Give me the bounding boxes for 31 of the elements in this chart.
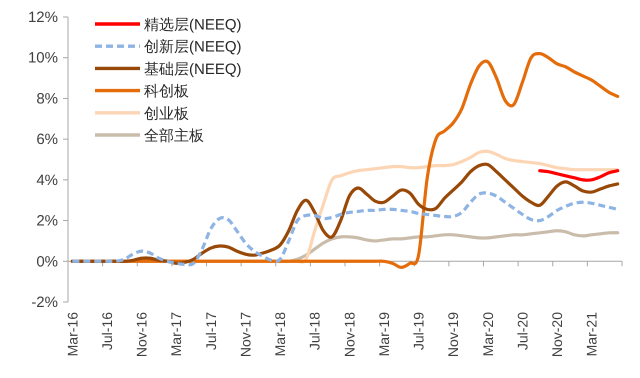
legend-label: 科创板	[144, 83, 189, 100]
x-tick-label: Mar-21	[584, 312, 600, 356]
x-tick-label: Mar-17	[168, 312, 184, 356]
legend-label: 基础层(NEEQ)	[144, 60, 242, 78]
line-series	[538, 169, 620, 182]
x-tick-label: Nov-17	[237, 312, 254, 358]
y-tick-label: -2%	[31, 294, 58, 311]
legend-label: 创新层(NEEQ)	[144, 38, 242, 56]
x-tick-label: Nov-16	[134, 312, 150, 358]
x-tick-label: Nov-20	[549, 312, 566, 358]
legend-label: 创业板	[144, 105, 189, 122]
x-tick-label: Mar-18	[272, 312, 288, 356]
legend-label: 全部主板	[144, 128, 204, 144]
y-tick-label: 8%	[36, 90, 58, 108]
y-tick-label: 4%	[36, 172, 58, 189]
x-tick-label: Mar-16	[64, 312, 80, 356]
legend-label: 精选层(NEEQ)	[144, 16, 242, 34]
x-tick-label: Jul-18	[306, 312, 323, 350]
x-tick-label: Nov-18	[341, 312, 358, 358]
y-tick-label: 10%	[28, 50, 58, 67]
x-tick-label: Mar-20	[480, 312, 496, 356]
x-tick-label: Jul-19	[410, 312, 427, 350]
y-tick-label: 12%	[28, 9, 58, 26]
x-tick-label: Jul-17	[202, 312, 219, 350]
y-tick-label: 2%	[36, 212, 58, 230]
x-tick-label: Jul-16	[98, 312, 115, 350]
x-tick-label: Mar-19	[376, 312, 392, 356]
x-tick-label: Nov-19	[445, 312, 462, 358]
x-tick-label: Jul-20	[514, 312, 530, 350]
y-tick-label: 0%	[36, 253, 58, 270]
y-tick-label: 6%	[36, 131, 58, 148]
